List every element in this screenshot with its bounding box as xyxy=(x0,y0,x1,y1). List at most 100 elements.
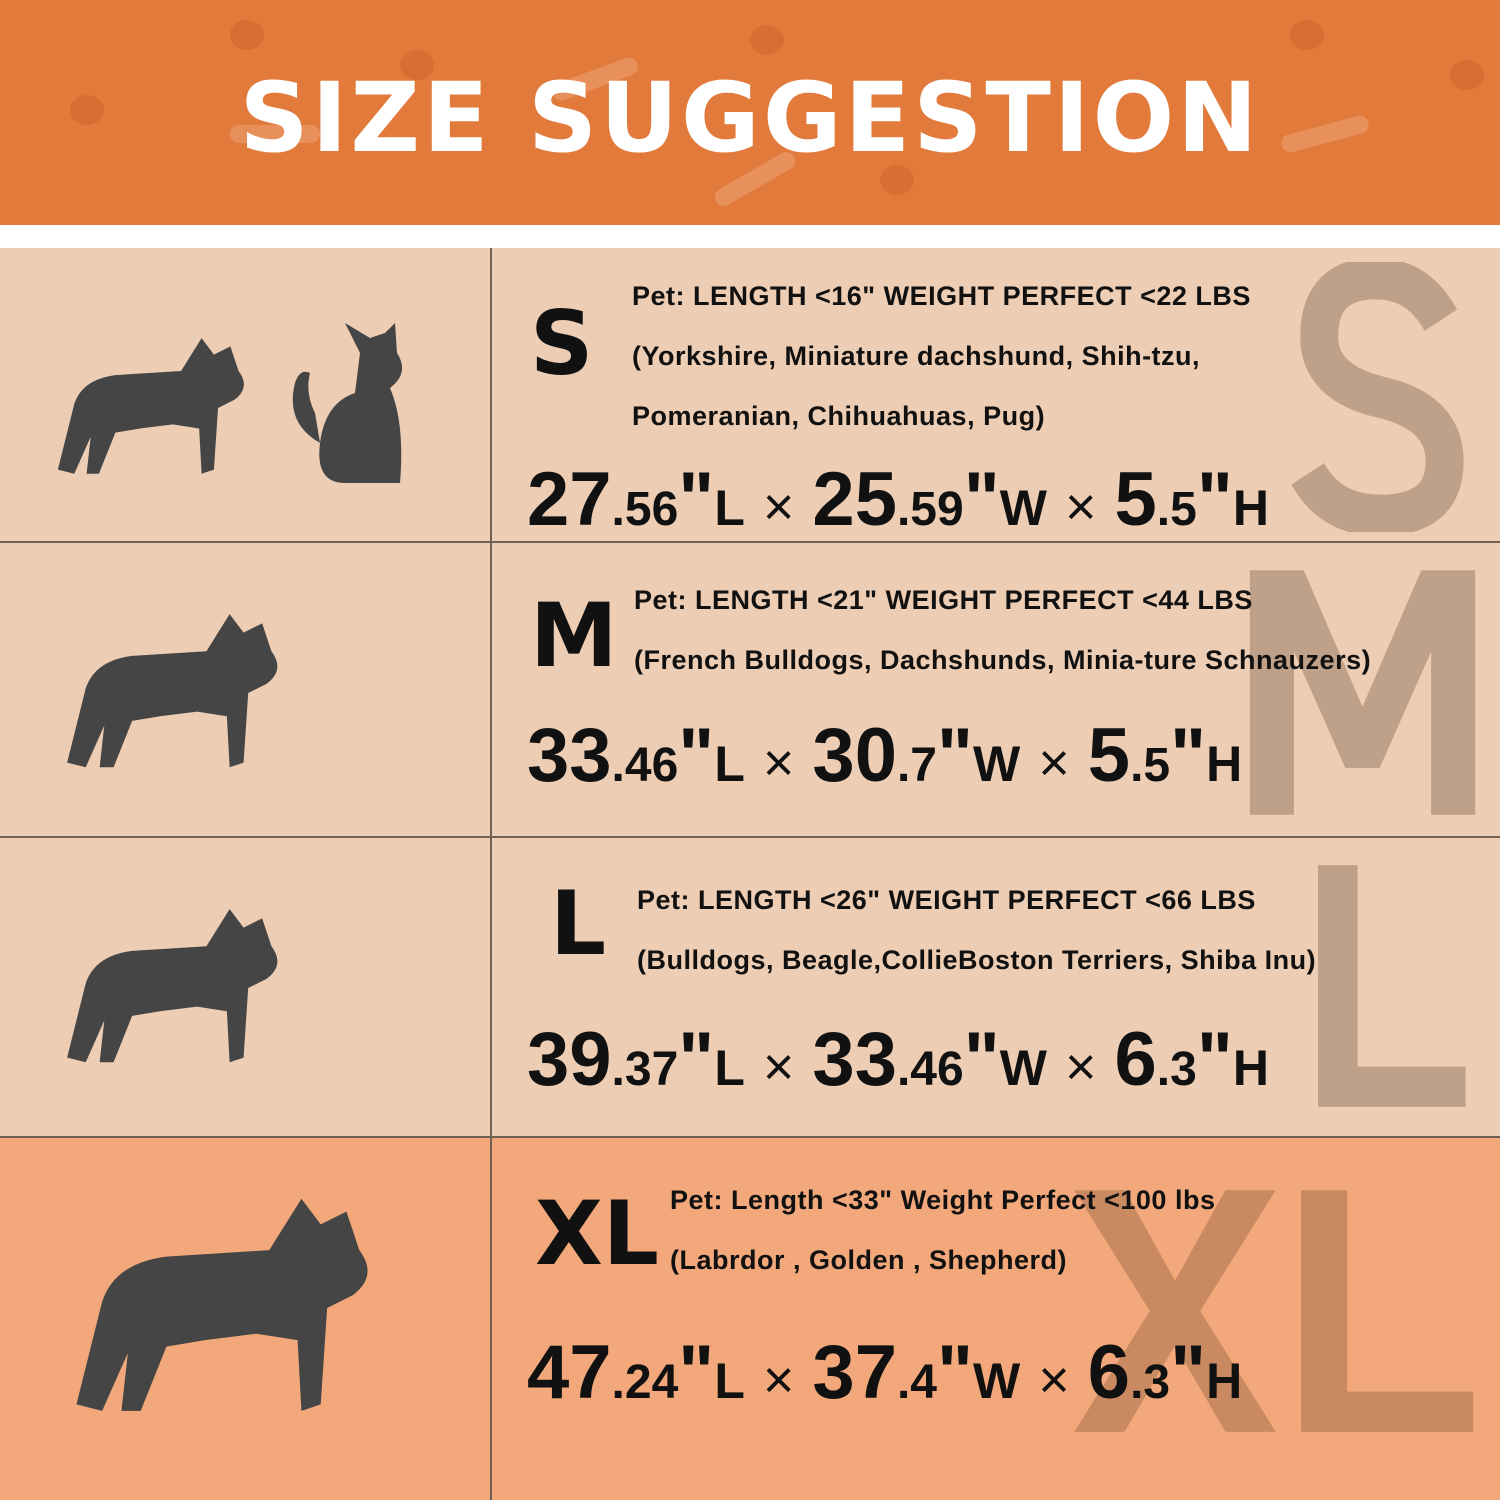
dim-integer: 33 xyxy=(527,713,612,798)
inch-mark: " xyxy=(678,1017,715,1102)
size-label: S xyxy=(530,292,594,395)
inch-mark: " xyxy=(678,457,715,542)
dim-decimal: .4 xyxy=(896,1356,937,1409)
size-label: M xyxy=(530,584,618,687)
times-sign: × xyxy=(762,1037,795,1097)
dog-icon xyxy=(57,338,244,474)
dim-decimal: .7 xyxy=(896,739,937,792)
paw-print-icon xyxy=(750,25,784,55)
paw-print-icon xyxy=(1450,60,1484,90)
dim-decimal: .5 xyxy=(1130,739,1171,792)
dim-integer: 6 xyxy=(1114,1017,1157,1102)
dog-icon xyxy=(67,909,278,1063)
times-sign: × xyxy=(762,1350,795,1410)
size-row-s: S Pet: LENGTH <16" WEIGHT PERFECT <22 LBS… xyxy=(0,248,1500,543)
inch-mark: " xyxy=(1170,713,1207,798)
dim-unit: L xyxy=(714,1040,745,1096)
dim-decimal: .24 xyxy=(611,1356,679,1409)
dim-decimal: .59 xyxy=(896,483,964,536)
inch-mark: " xyxy=(963,1017,1000,1102)
dim-integer: 5 xyxy=(1087,713,1131,798)
inch-mark: " xyxy=(678,1330,715,1415)
inch-mark: " xyxy=(1196,457,1233,542)
pet-silhouettes xyxy=(0,248,490,541)
dim-integer: 33 xyxy=(812,1017,897,1102)
size-row-xl: XL Pet: Length <33" Weight Perfect <100 l… xyxy=(0,1138,1500,1500)
times-sign: × xyxy=(762,477,795,537)
pet-info: Pet: Length <33" Weight Perfect <100 lbs… xyxy=(670,1170,1215,1290)
dim-decimal: .5 xyxy=(1156,483,1197,536)
header-banner: SIZE SUGGESTION xyxy=(0,0,1500,225)
paw-print-icon xyxy=(1290,20,1324,50)
paw-print-icon xyxy=(400,50,434,80)
breed-list: (Labrdor , Golden , Shepherd) xyxy=(670,1245,1068,1275)
dim-decimal: .3 xyxy=(1156,1043,1197,1096)
times-sign: × xyxy=(1064,477,1097,537)
dog-icon xyxy=(67,614,278,768)
paw-print-icon xyxy=(70,95,104,125)
dim-unit: L xyxy=(714,480,745,536)
dim-integer: 6 xyxy=(1087,1330,1131,1415)
dim-unit: H xyxy=(1206,736,1243,792)
dim-unit: H xyxy=(1206,1353,1243,1409)
inch-mark: " xyxy=(937,1330,974,1415)
dim-integer: 30 xyxy=(812,713,897,798)
dim-unit: W xyxy=(999,480,1047,536)
dim-decimal: .46 xyxy=(611,739,679,792)
pet-requirements: Pet: LENGTH <21" WEIGHT PERFECT <44 LBS xyxy=(634,585,1253,615)
times-sign: × xyxy=(1038,1350,1070,1410)
breed-list: Pomeranian, Chihuahuas, Pug) xyxy=(632,401,1046,431)
pet-silhouettes xyxy=(0,1138,490,1500)
dim-integer: 39 xyxy=(527,1017,612,1102)
times-sign: × xyxy=(762,733,795,793)
cat-icon xyxy=(292,323,403,483)
inch-mark: " xyxy=(937,713,974,798)
dim-integer: 25 xyxy=(812,457,897,542)
size-watermark xyxy=(1318,865,1466,1107)
dimensions: 47.24"L × 37.4"W × 6.3"H xyxy=(527,1335,1242,1411)
size-label: L xyxy=(550,872,607,975)
dim-unit: W xyxy=(999,1040,1047,1096)
paw-print-icon xyxy=(880,165,914,195)
dim-integer: 37 xyxy=(812,1330,897,1415)
dim-unit: L xyxy=(714,1353,745,1409)
pet-silhouettes xyxy=(0,838,490,1136)
dim-integer: 5 xyxy=(1114,457,1157,542)
dim-unit: W xyxy=(973,1353,1021,1409)
breed-list: (French Bulldogs, Dachshunds, Minia-ture… xyxy=(634,645,1372,675)
paw-print-icon xyxy=(230,20,264,50)
breed-list: (Bulldogs, Beagle,CollieBoston Terriers,… xyxy=(637,945,1317,975)
pet-info: Pet: LENGTH <21" WEIGHT PERFECT <44 LBS (… xyxy=(634,570,1371,690)
dim-unit: W xyxy=(973,736,1021,792)
pet-requirements: Pet: LENGTH <16" WEIGHT PERFECT <22 LBS xyxy=(632,281,1251,311)
inch-mark: " xyxy=(1196,1017,1233,1102)
times-sign: × xyxy=(1064,1037,1097,1097)
size-row-l: L Pet: LENGTH <26" WEIGHT PERFECT <66 LBS… xyxy=(0,838,1500,1138)
dimensions: 27.56"L × 25.59"W × 5.5"H xyxy=(527,462,1269,538)
bone-icon xyxy=(230,125,320,143)
dim-decimal: .3 xyxy=(1130,1356,1171,1409)
inch-mark: " xyxy=(1170,1330,1207,1415)
dim-unit: H xyxy=(1232,480,1269,536)
pet-requirements: Pet: LENGTH <26" WEIGHT PERFECT <66 LBS xyxy=(637,885,1256,915)
column-divider xyxy=(490,838,492,1136)
dim-integer: 47 xyxy=(527,1330,612,1415)
dim-decimal: .37 xyxy=(611,1043,679,1096)
times-sign: × xyxy=(1038,733,1070,793)
pet-silhouettes xyxy=(0,543,490,836)
dim-unit: L xyxy=(714,736,745,792)
pet-requirements: Pet: Length <33" Weight Perfect <100 lbs xyxy=(670,1185,1216,1215)
pet-info: Pet: LENGTH <16" WEIGHT PERFECT <22 LBS (… xyxy=(632,266,1251,446)
size-watermark xyxy=(1291,262,1464,532)
column-divider xyxy=(490,1138,492,1500)
column-divider xyxy=(490,543,492,836)
breed-list: (Yorkshire, Miniature dachshund, Shih-tz… xyxy=(632,341,1201,371)
page-title: SIZE SUGGESTION xyxy=(239,62,1261,174)
column-divider xyxy=(490,248,492,541)
inch-mark: " xyxy=(678,713,715,798)
size-row-m: M Pet: LENGTH <21" WEIGHT PERFECT <44 LBS… xyxy=(0,543,1500,838)
size-watermark xyxy=(1074,1190,1474,1432)
dimensions: 33.46"L × 30.7"W × 5.5"H xyxy=(527,718,1242,794)
dim-integer: 27 xyxy=(527,457,612,542)
inch-mark: " xyxy=(963,457,1000,542)
